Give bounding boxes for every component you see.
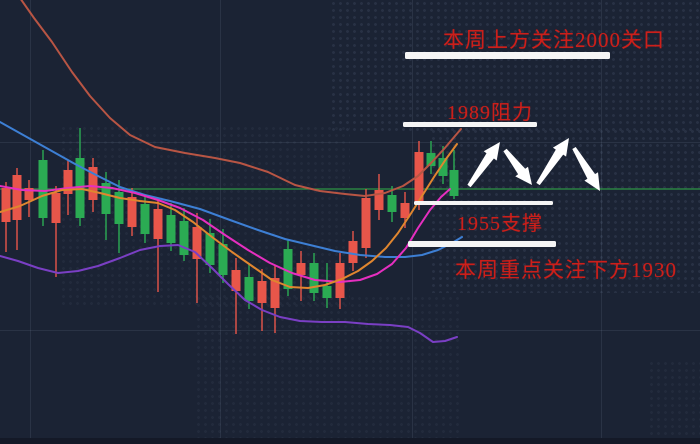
underline-bar xyxy=(414,201,553,205)
candle-body xyxy=(322,286,332,298)
candle-body xyxy=(101,183,111,214)
annotation-support-1955: 1955支撑 xyxy=(457,213,543,235)
candle-body xyxy=(283,249,293,289)
grid-line-vertical xyxy=(220,0,221,444)
candle-body xyxy=(205,233,215,265)
candle-body xyxy=(387,195,397,212)
candle-body xyxy=(153,209,163,239)
candle-body xyxy=(127,197,137,227)
trend-arrow xyxy=(536,138,569,186)
underline-bar xyxy=(403,122,537,127)
candle-body xyxy=(374,190,384,210)
candle-body xyxy=(218,244,228,275)
ma-blue-line xyxy=(0,121,463,258)
candle-body xyxy=(449,170,459,196)
candle-body xyxy=(166,215,176,243)
candle-body xyxy=(63,170,73,194)
grid-line-vertical xyxy=(601,0,602,444)
candle-body xyxy=(12,175,22,220)
candle-body xyxy=(179,221,189,255)
candle-body xyxy=(140,204,150,234)
grid-line-vertical xyxy=(30,0,31,444)
ma-orange-line xyxy=(0,143,458,289)
trend-arrow xyxy=(503,148,532,185)
upper-band-line xyxy=(20,0,462,197)
candle-body xyxy=(400,203,410,218)
bottom-edge-strip xyxy=(0,438,700,444)
candle-body xyxy=(231,270,241,291)
candle-body xyxy=(414,152,424,202)
trend-arrow xyxy=(572,147,600,191)
grid-line-horizontal xyxy=(0,142,700,143)
candle-body xyxy=(270,278,280,308)
candle-body xyxy=(114,192,124,224)
underline-bar xyxy=(405,52,610,59)
candle-body xyxy=(244,277,254,301)
candle-body xyxy=(257,281,267,303)
annotation-resistance-1989: 1989阻力 xyxy=(447,102,533,124)
candle-body xyxy=(426,153,436,166)
trend-arrow xyxy=(467,142,500,188)
candle-body xyxy=(438,158,448,176)
candle-body xyxy=(309,263,319,293)
candle-body xyxy=(361,198,371,248)
underline-bar xyxy=(408,241,556,247)
candle-body xyxy=(24,188,34,200)
candle-body xyxy=(296,263,306,275)
candle-body xyxy=(51,193,61,223)
candle-body xyxy=(192,227,202,259)
lower-band-line xyxy=(0,244,458,343)
candle-body xyxy=(1,188,11,222)
annotation-resistance-2000: 本周上方关注2000关口 xyxy=(443,28,665,52)
grid-line-horizontal xyxy=(0,330,700,331)
candle-body xyxy=(88,167,98,200)
grid-line-vertical xyxy=(412,0,413,444)
annotation-support-1930: 本周重点关注下方1930 xyxy=(455,258,677,282)
candle-body xyxy=(348,241,358,263)
candle-body xyxy=(75,158,85,218)
candle-body xyxy=(38,160,48,218)
